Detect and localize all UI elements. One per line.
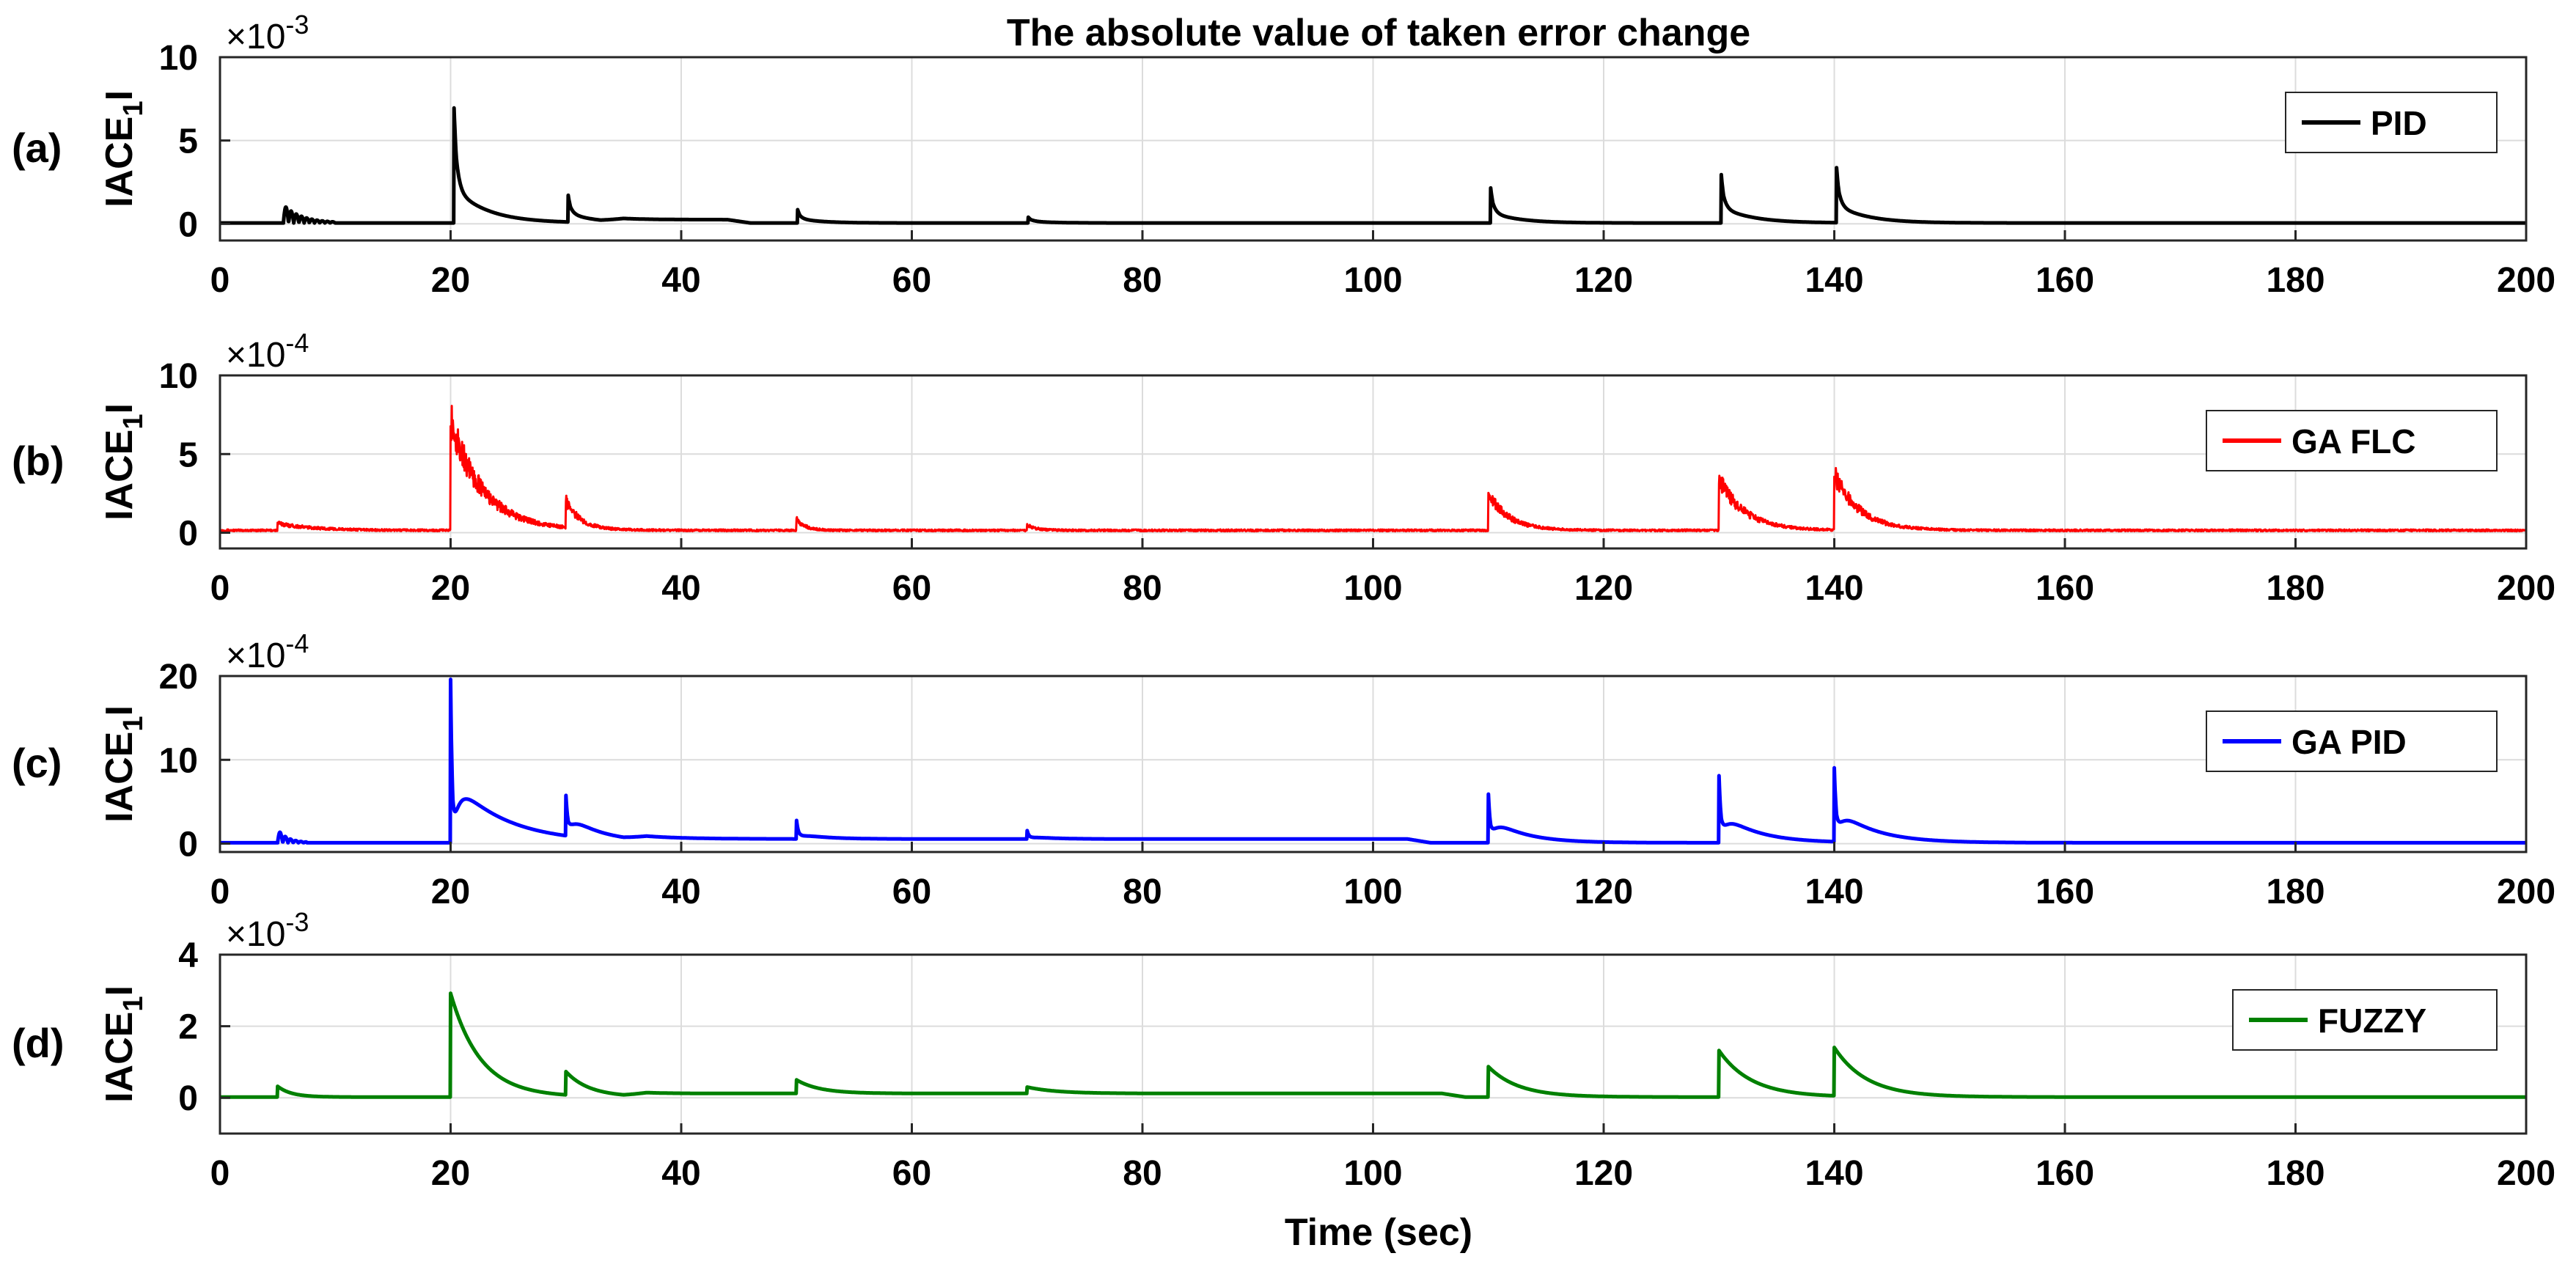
exponent-label: ×10-3 — [226, 907, 309, 954]
x-tick-label: 180 — [2266, 569, 2324, 608]
legend-label: GA FLC — [2291, 422, 2416, 460]
x-tick-label: 0 — [210, 873, 230, 911]
x-tick-label: 20 — [431, 261, 470, 300]
x-tick-label: 140 — [1805, 569, 1863, 608]
x-tick-label: 180 — [2266, 1154, 2324, 1193]
x-tick-label: 80 — [1123, 1154, 1162, 1193]
y-tick-label: 20 — [159, 658, 198, 697]
y-axis-label: IACE1I — [98, 403, 149, 521]
x-tick-label: 140 — [1805, 1154, 1863, 1193]
panel-a: 0 20 40 60 80 100 120 140 160 180 200 0 5 10 ×10-3 IACE… — [12, 10, 2555, 300]
exponent-label: ×10-3 — [226, 10, 309, 56]
x-tick-label: 100 — [1343, 261, 1402, 300]
y-tick-label: 4 — [178, 936, 198, 975]
x-tick-label: 200 — [2497, 1154, 2555, 1193]
legend: GA PID — [2206, 710, 2498, 772]
x-tick-label: 20 — [431, 1154, 470, 1193]
panel-d: 0 20 40 60 80 100 120 140 160 180 200 0 2 4 ×10-3 IACE1… — [12, 907, 2555, 1193]
x-tick-label: 160 — [2036, 873, 2094, 911]
x-tick-label: 0 — [210, 1154, 230, 1193]
series-line-fuzzy — [219, 991, 2528, 1099]
x-tick-label: 40 — [661, 261, 700, 300]
x-tick-label: 60 — [892, 1154, 931, 1193]
x-tick-label: 80 — [1123, 261, 1162, 300]
x-tick-label: 180 — [2266, 261, 2324, 300]
legend-label: FUZZY — [2318, 1002, 2426, 1040]
panel-b: 0 20 40 60 80 100 120 140 160 180 200 0 5 10 ×10-4 IACE… — [12, 328, 2555, 608]
x-tick-label: 120 — [1574, 1154, 1633, 1193]
y-axis-label: IACE1I — [98, 985, 149, 1103]
x-tick-label: 160 — [2036, 1154, 2094, 1193]
x-tick-label: 40 — [661, 1154, 700, 1193]
x-tick-label: 60 — [892, 261, 931, 300]
legend-label: GA PID — [2291, 723, 2407, 761]
exponent-label: ×10-4 — [226, 328, 309, 375]
panel-label: (a) — [12, 125, 62, 171]
x-tick-label: 20 — [431, 873, 470, 911]
x-tick-label: 0 — [210, 261, 230, 300]
y-tick-label: 0 — [178, 826, 198, 864]
x-tick-label: 140 — [1805, 873, 1863, 911]
x-tick-label: 20 — [431, 569, 470, 608]
y-axis-label: IACE1I — [98, 705, 149, 823]
y-tick-label: 0 — [178, 515, 198, 554]
x-tick-label: 120 — [1574, 569, 1633, 608]
x-tick-label: 100 — [1343, 569, 1402, 608]
x-tick-label: 200 — [2497, 569, 2555, 608]
x-tick-label: 0 — [210, 569, 230, 608]
series-line-ga-pid — [219, 677, 2528, 845]
x-tick-label: 160 — [2036, 261, 2094, 300]
x-tick-label: 120 — [1574, 873, 1633, 911]
x-tick-label: 160 — [2036, 569, 2094, 608]
y-tick-label: 10 — [159, 357, 198, 396]
x-tick-label: 40 — [661, 569, 700, 608]
x-tick-label: 100 — [1343, 1154, 1402, 1193]
exponent-label: ×10-4 — [226, 628, 309, 675]
y-tick-label: 5 — [178, 122, 198, 161]
series-line-ga-flc — [219, 405, 2528, 533]
x-tick-label: 120 — [1574, 261, 1633, 300]
x-tick-label: 60 — [892, 873, 931, 911]
y-tick-label: 0 — [178, 205, 198, 244]
legend-label: PID — [2371, 104, 2427, 142]
x-tick-label: 80 — [1123, 873, 1162, 911]
y-tick-label: 0 — [178, 1079, 198, 1118]
figure-title: The absolute value of taken error change — [1007, 12, 1750, 54]
legend: FUZZY — [2232, 989, 2498, 1051]
x-axis-label: Time (sec) — [1285, 1211, 1472, 1254]
legend: GA FLC — [2206, 410, 2498, 471]
x-tick-label: 180 — [2266, 873, 2324, 911]
x-tick-label: 200 — [2497, 261, 2555, 300]
x-tick-label: 80 — [1123, 569, 1162, 608]
panel-c: 0 20 40 60 80 100 120 140 160 180 200 0 10 20 ×10-4 IAC… — [12, 628, 2555, 911]
panel-label: (d) — [12, 1020, 65, 1066]
x-tick-label: 100 — [1343, 873, 1402, 911]
x-tick-label: 200 — [2497, 873, 2555, 911]
x-tick-label: 40 — [661, 873, 700, 911]
legend: PID — [2285, 92, 2498, 153]
x-tick-label: 60 — [892, 569, 931, 608]
y-tick-label: 2 — [178, 1008, 198, 1047]
y-tick-label: 5 — [178, 436, 198, 474]
series-line-pid — [219, 106, 2528, 225]
panel-label: (b) — [12, 438, 65, 484]
y-tick-label: 10 — [159, 741, 198, 780]
panels: 0 20 40 60 80 100 120 140 160 180 2000510×10-3IACE… — [12, 10, 2555, 1193]
x-tick-label: 140 — [1805, 261, 1863, 300]
panel-label: (c) — [12, 740, 62, 786]
y-axis-label: IACE1I — [98, 90, 149, 208]
y-tick-label: 10 — [159, 39, 198, 78]
